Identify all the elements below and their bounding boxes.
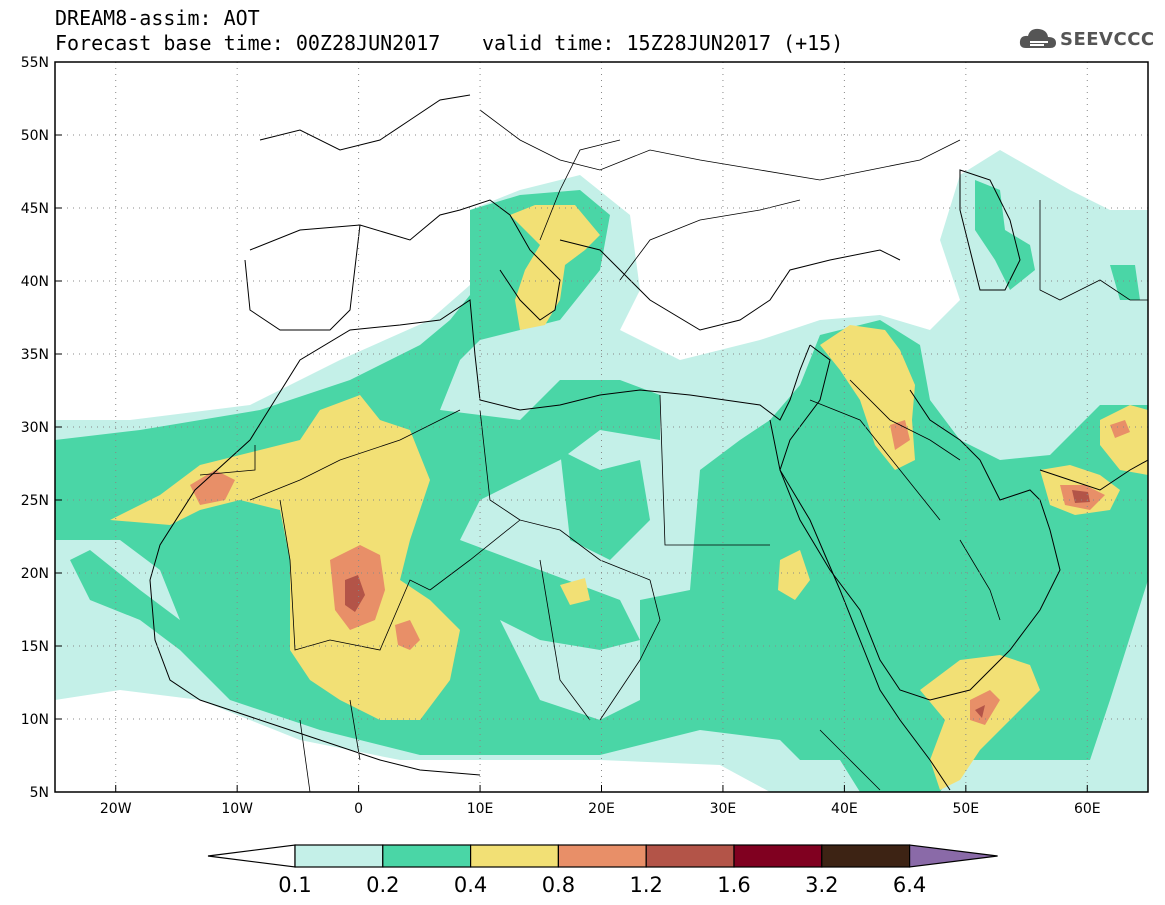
lat-label: 10N (21, 712, 49, 728)
colorbar-high-arrow (908, 844, 998, 868)
lat-label: 15N (21, 639, 49, 655)
colorbar-label: 1.2 (629, 873, 662, 897)
cloud-icon (1019, 28, 1056, 48)
lat-label: 35N (21, 347, 49, 363)
map-title: DREAM8-assim: AOT (55, 6, 260, 30)
colorbar-swatch (645, 844, 735, 868)
logo-text: SEEVCCC (1060, 29, 1155, 50)
lon-label: 50E (952, 801, 979, 817)
lon-label: 20E (588, 801, 615, 817)
aot-band-high-italy (510, 205, 600, 330)
lat-label: 5N (30, 785, 49, 801)
longitude-labels: 20W 10W 0 10E 20E 30E 40E 50E 60E (100, 785, 1101, 817)
seevccc-logo: SEEVCCC (1018, 24, 1158, 56)
colorbar-label: 3.2 (805, 873, 838, 897)
latitude-labels: 55N 50N 45N 40N 35N 30N 25N 20N 15N 10N 5N (21, 55, 62, 801)
colorbar-swatch (821, 844, 911, 868)
lat-label: 25N (21, 493, 49, 509)
colorbar-label: 0.8 (542, 873, 575, 897)
colorbar-swatch (557, 844, 647, 868)
lon-label: 60E (1074, 801, 1101, 817)
valid-time: valid time: 15Z28JUN2017 (+15) (482, 31, 844, 55)
colorbar-swatch (733, 844, 823, 868)
lon-label: 40E (831, 801, 858, 817)
lat-label: 40N (21, 274, 49, 290)
lon-label: 10W (221, 801, 253, 817)
aot-band-vhigh (190, 420, 1130, 725)
map-grid (55, 62, 1148, 792)
lat-label: 30N (21, 420, 49, 436)
forecast-base-time: Forecast base time: 00Z28JUN2017 (55, 31, 441, 55)
colorbar-swatch (294, 844, 384, 868)
colorbar-swatch (382, 844, 472, 868)
lat-label: 45N (21, 201, 49, 217)
lat-label: 50N (21, 128, 49, 144)
aot-band-high (110, 395, 460, 720)
colorbar-label: 6.4 (893, 873, 926, 897)
lon-label: 10E (467, 801, 494, 817)
colorbar-swatch (470, 844, 560, 868)
lon-label: 0 (354, 801, 363, 817)
lon-label: 20W (100, 801, 132, 817)
aot-band-mid-caspian (975, 180, 1140, 300)
colorbar-low-arrow (207, 844, 296, 868)
lat-label: 55N (21, 55, 49, 71)
lon-label: 30E (710, 801, 737, 817)
colorbar-label: 1.6 (717, 873, 750, 897)
colorbar-label: 0.2 (366, 873, 399, 897)
colorbar-label: 0.1 (278, 873, 311, 897)
country-borders (199, 109, 1148, 792)
colorbar-label: 0.4 (454, 873, 487, 897)
lat-label: 20N (21, 566, 49, 582)
